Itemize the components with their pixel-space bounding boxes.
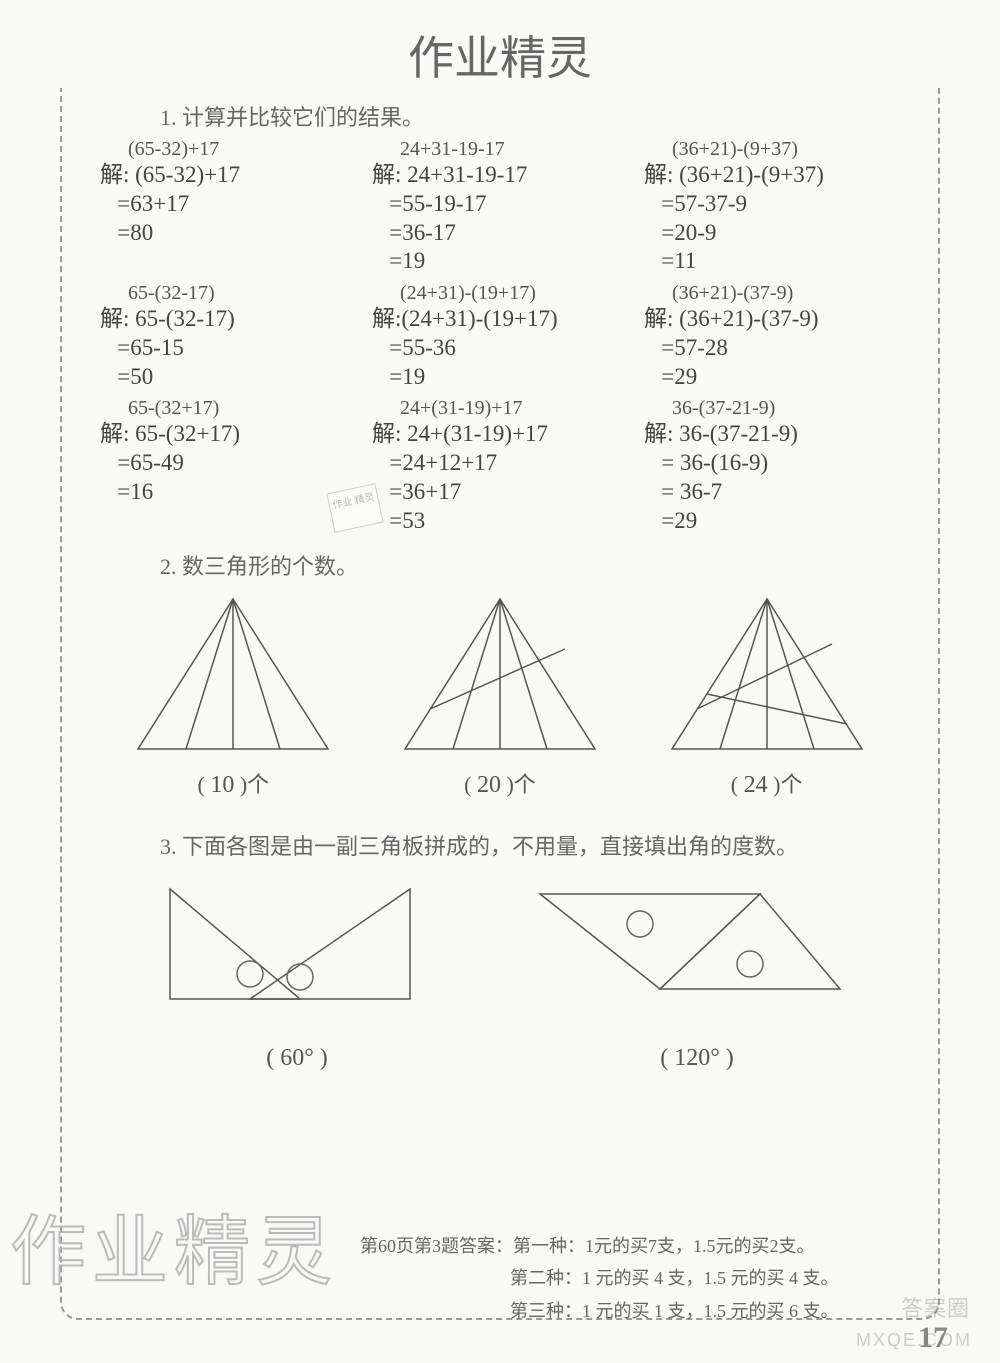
q1-sol-4: 解:(24+31)-(19+17) =55-36 =19	[372, 305, 628, 391]
outline-watermark: 作业精灵	[10, 1190, 338, 1300]
tri-ans-0: ( 10 )个	[197, 767, 269, 799]
page-title: 作业精灵	[60, 22, 940, 88]
q1-exp-6: 65-(32+17)	[128, 397, 356, 420]
q1-exp-8: 36-(37-21-9)	[672, 397, 900, 420]
triangle-3	[652, 589, 882, 759]
q1-exp-0: (65-32)+17	[128, 138, 356, 161]
footer-l1: 第60页第3题答案：第一种：1元的买7支，1.5元的买2支。	[360, 1230, 1000, 1262]
triangle-labels: ( 10 )个 ( 20 )个 ( 24 )个	[100, 767, 900, 799]
q1-row3: 65-(32+17) 解: 65-(32+17) =65-49 =16 24+(…	[100, 397, 900, 535]
triangle-row	[100, 589, 900, 759]
ang-ans-0: ( 60° )	[266, 1045, 328, 1072]
angle-row	[100, 869, 900, 1019]
q1-exp-5: (36+21)-(37-9)	[672, 282, 900, 305]
page: 作业精灵 1. 计算并比较它们的结果。 (65-32)+17 解: (65-32…	[60, 30, 940, 1320]
watermark-2: MXQE.COM	[856, 1330, 972, 1351]
tri-ans-1: ( 20 )个	[464, 767, 536, 799]
triangle-2	[385, 589, 615, 759]
q1-sol-7: 解: 24+(31-19)+17 =24+12+17 =36+17 =53	[372, 420, 628, 535]
q1-row2: 65-(32-17) 解: 65-(32-17) =65-15 =50 (24+…	[100, 282, 900, 391]
q1-sol-6: 解: 65-(32+17) =65-49 =16	[100, 420, 356, 506]
q1-sol-2: 解: (36+21)-(9+37) =57-37-9 =20-9 =11	[644, 161, 900, 276]
setsquare-1	[140, 869, 440, 1019]
q1-sol-5: 解: (36+21)-(37-9) =57-28 =29	[644, 305, 900, 391]
q2-head: 2. 数三角形的个数。	[160, 549, 900, 581]
q1-exp-4: (24+31)-(19+17)	[400, 282, 628, 305]
setsquare-2	[520, 869, 860, 1019]
q1-exp-1: 24+31-19-17	[400, 138, 628, 161]
tri-ans-2: ( 24 )个	[731, 767, 803, 799]
q1-head: 1. 计算并比较它们的结果。	[160, 100, 900, 132]
q1-sol-1: 解: 24+31-19-17 =55-19-17 =36-17 =19	[372, 161, 628, 276]
watermark-1: 答案圈	[901, 1291, 970, 1323]
q1-row1: (65-32)+17 解: (65-32)+17 =63+17 =80 24+3…	[100, 138, 900, 276]
q1-exp-3: 65-(32-17)	[128, 282, 356, 305]
footer-l2: 第二种：1 元的买 4 支，1.5 元的买 4 支。	[510, 1262, 1000, 1294]
ang-ans-1: ( 120° )	[660, 1045, 734, 1072]
q3-head: 3. 下面各图是由一副三角板拼成的，不用量，直接填出角的度数。	[160, 829, 900, 861]
q1-sol-3: 解: 65-(32-17) =65-15 =50	[100, 305, 356, 391]
q1-exp-7: 24+(31-19)+17	[400, 397, 628, 420]
content: 1. 计算并比较它们的结果。 (65-32)+17 解: (65-32)+17 …	[100, 100, 900, 1072]
angle-labels: ( 60° ) ( 120° )	[100, 1027, 900, 1072]
q1-exp-2: (36+21)-(9+37)	[672, 138, 900, 161]
q1-sol-0: 解: (65-32)+17 =63+17 =80	[100, 161, 356, 247]
triangle-1	[118, 589, 348, 759]
q1-sol-8: 解: 36-(37-21-9) = 36-(16-9) = 36-7 =29	[644, 420, 900, 535]
